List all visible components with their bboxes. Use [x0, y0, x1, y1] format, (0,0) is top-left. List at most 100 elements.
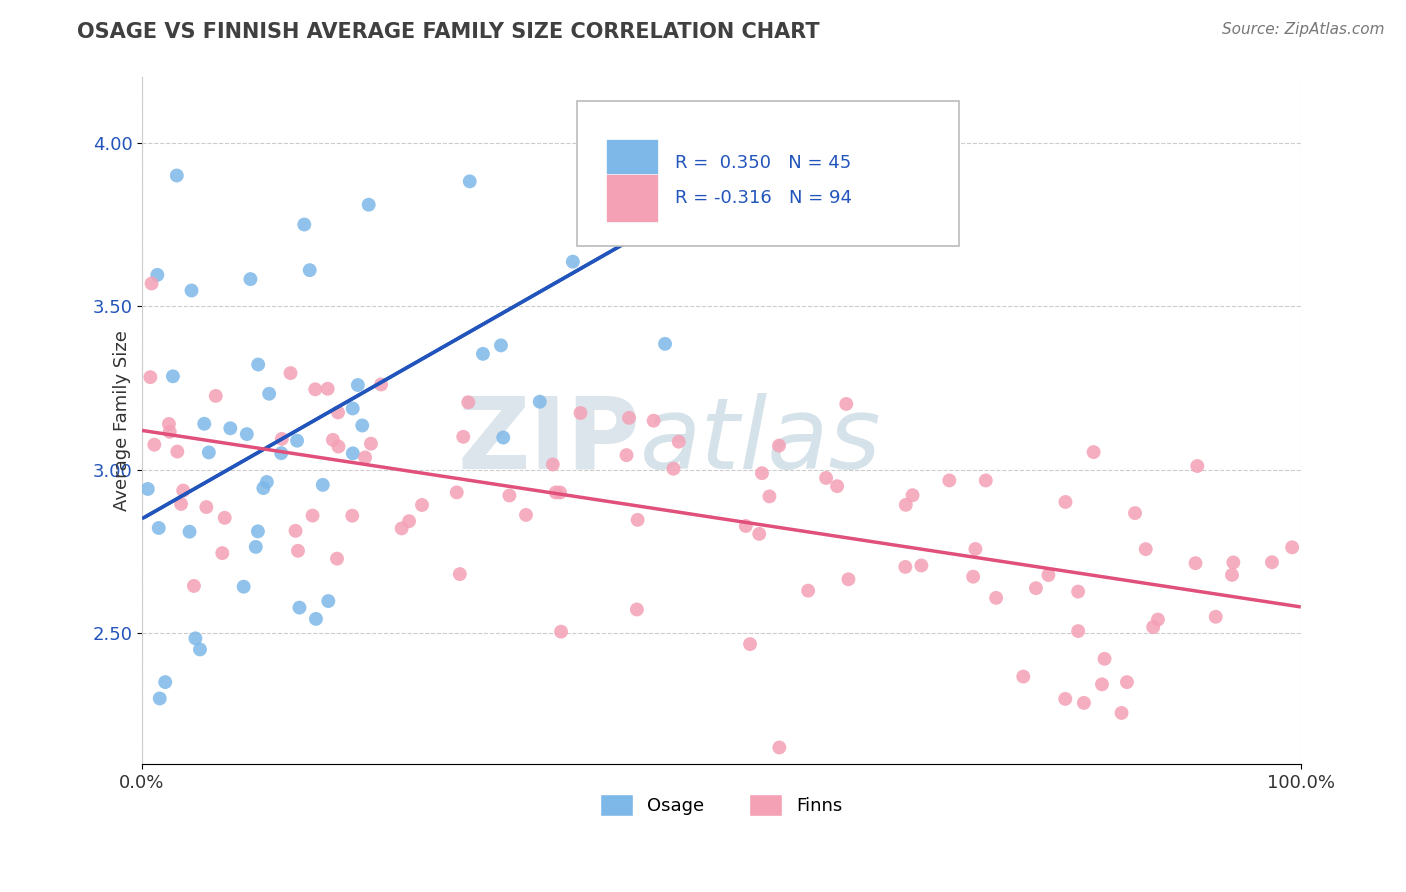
Point: [285, 434, 308, 448]
Point: [141, 277, 163, 291]
Point: [529, 394, 551, 409]
Point: [322, 433, 344, 447]
Point: [751, 466, 773, 480]
Point: [471, 347, 494, 361]
Point: [148, 521, 170, 535]
Point: [758, 489, 780, 503]
Point: [326, 405, 349, 419]
Point: [627, 513, 650, 527]
Point: [280, 366, 302, 380]
Legend: Osage, Finns: Osage, Finns: [593, 787, 849, 823]
Point: [170, 497, 193, 511]
Point: [360, 436, 382, 450]
Point: [457, 395, 479, 409]
Point: [136, 482, 159, 496]
Point: [183, 579, 205, 593]
Point: [391, 521, 413, 535]
Point: [492, 431, 515, 445]
Bar: [606, 174, 658, 221]
Point: [328, 440, 350, 454]
Point: [166, 169, 188, 183]
Point: [1054, 495, 1077, 509]
Point: [287, 543, 309, 558]
Point: [1222, 556, 1244, 570]
Point: [668, 434, 690, 449]
Point: [312, 478, 335, 492]
Point: [738, 637, 761, 651]
Point: [1142, 620, 1164, 634]
Point: [1220, 567, 1243, 582]
Point: [232, 580, 254, 594]
Point: [654, 336, 676, 351]
Text: ZIP: ZIP: [457, 392, 640, 490]
Point: [1147, 613, 1170, 627]
Point: [446, 485, 468, 500]
Point: [962, 570, 984, 584]
Point: [288, 600, 311, 615]
Point: [1012, 669, 1035, 683]
Point: [489, 338, 512, 352]
Point: [617, 410, 640, 425]
Point: [498, 489, 520, 503]
Point: [1111, 706, 1133, 720]
Point: [815, 471, 838, 485]
Point: [1083, 445, 1105, 459]
Point: [768, 439, 790, 453]
Text: Source: ZipAtlas.com: Source: ZipAtlas.com: [1222, 22, 1385, 37]
Point: [561, 254, 583, 268]
Point: [984, 591, 1007, 605]
Point: [195, 500, 218, 514]
Point: [626, 602, 648, 616]
Point: [146, 268, 169, 282]
Point: [1067, 584, 1090, 599]
Point: [938, 474, 960, 488]
Point: [837, 572, 859, 586]
Point: [1281, 541, 1303, 555]
Point: [316, 382, 339, 396]
Point: [342, 401, 364, 416]
Point: [449, 567, 471, 582]
Point: [198, 445, 221, 459]
Point: [188, 642, 211, 657]
Point: [149, 691, 172, 706]
Point: [270, 446, 292, 460]
Point: [139, 370, 162, 384]
Point: [451, 430, 474, 444]
Point: [257, 386, 280, 401]
Point: [515, 508, 537, 522]
Point: [204, 389, 226, 403]
Point: [541, 458, 564, 472]
Point: [1067, 624, 1090, 638]
Point: [630, 120, 652, 134]
Point: [301, 508, 323, 523]
Point: [179, 524, 201, 539]
Point: [710, 136, 733, 150]
Point: [662, 461, 685, 475]
Point: [398, 514, 420, 528]
Point: [354, 450, 377, 465]
Point: [544, 485, 567, 500]
Point: [748, 527, 770, 541]
Point: [352, 418, 374, 433]
Point: [901, 488, 924, 502]
Point: [172, 483, 194, 498]
Point: [616, 448, 638, 462]
Point: [1094, 652, 1116, 666]
Point: [1038, 568, 1060, 582]
Point: [1123, 506, 1146, 520]
Point: [270, 432, 292, 446]
Point: [326, 551, 349, 566]
Bar: [606, 139, 658, 187]
Point: [370, 377, 392, 392]
Point: [965, 541, 987, 556]
Point: [894, 560, 917, 574]
Point: [342, 508, 364, 523]
Point: [548, 485, 571, 500]
Point: [768, 740, 790, 755]
Text: R =  0.350   N = 45: R = 0.350 N = 45: [675, 154, 851, 172]
Point: [894, 498, 917, 512]
Point: [974, 474, 997, 488]
Point: [910, 558, 932, 573]
Point: [298, 263, 321, 277]
Point: [193, 417, 215, 431]
